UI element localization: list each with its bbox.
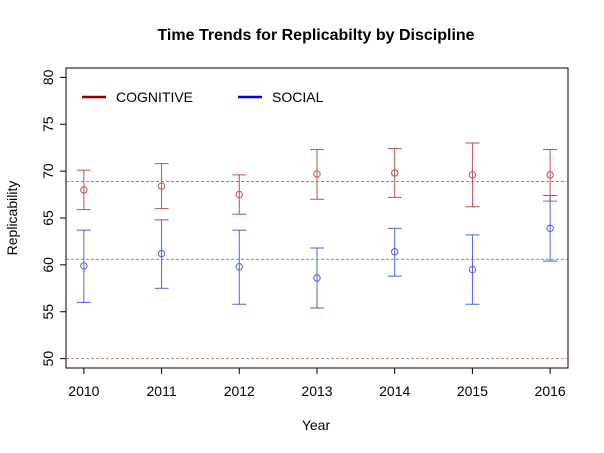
data-point — [391, 248, 399, 256]
data-point — [235, 263, 243, 271]
legend-item-cognitive: COGNITIVE — [82, 89, 193, 105]
x-tick-label: 2011 — [147, 383, 177, 399]
x-axis: 2010 2011 2012 2013 2014 2015 2016 — [68, 367, 566, 399]
data-point — [468, 171, 477, 179]
x-tick-label: 2010 — [68, 383, 99, 399]
data-point — [546, 224, 554, 233]
series-layer — [76, 142, 558, 309]
data-point — [546, 171, 554, 179]
legend-item-social: SOCIAL — [238, 89, 324, 105]
x-tick-label: 2013 — [301, 383, 332, 399]
data-point — [313, 170, 321, 178]
series-cognitive — [76, 142, 558, 215]
data-point — [157, 249, 166, 258]
chart-title: Time Trends for Replicabilty by Discipli… — [157, 27, 474, 44]
y-tick-label: 60 — [40, 257, 56, 273]
data-point — [80, 186, 88, 194]
y-tick-label: 75 — [40, 116, 56, 132]
legend: COGNITIVE SOCIAL — [82, 89, 324, 105]
x-tick-label: 2014 — [379, 383, 410, 399]
x-tick-label: 2012 — [224, 383, 255, 399]
y-axis: 50 55 60 65 70 75 80 — [40, 69, 67, 367]
y-tick-label: 80 — [40, 69, 56, 85]
y-axis-label: Replicability — [4, 181, 20, 256]
data-point — [391, 169, 399, 177]
plot-frame — [65, 67, 569, 369]
legend-label: SOCIAL — [272, 89, 324, 105]
y-tick-label: 65 — [40, 210, 56, 226]
y-tick-label: 55 — [40, 304, 56, 320]
y-tick-label: 70 — [40, 163, 56, 179]
x-tick-label: 2016 — [535, 383, 566, 399]
data-point — [468, 265, 477, 274]
data-point — [80, 262, 88, 270]
data-point — [235, 190, 243, 199]
legend-label: COGNITIVE — [116, 89, 193, 105]
x-tick-label: 2015 — [457, 383, 488, 399]
data-point — [313, 274, 321, 282]
series-social — [76, 195, 558, 309]
y-tick-label: 50 — [40, 351, 56, 367]
x-axis-label: Year — [302, 417, 331, 433]
data-point — [157, 182, 166, 190]
